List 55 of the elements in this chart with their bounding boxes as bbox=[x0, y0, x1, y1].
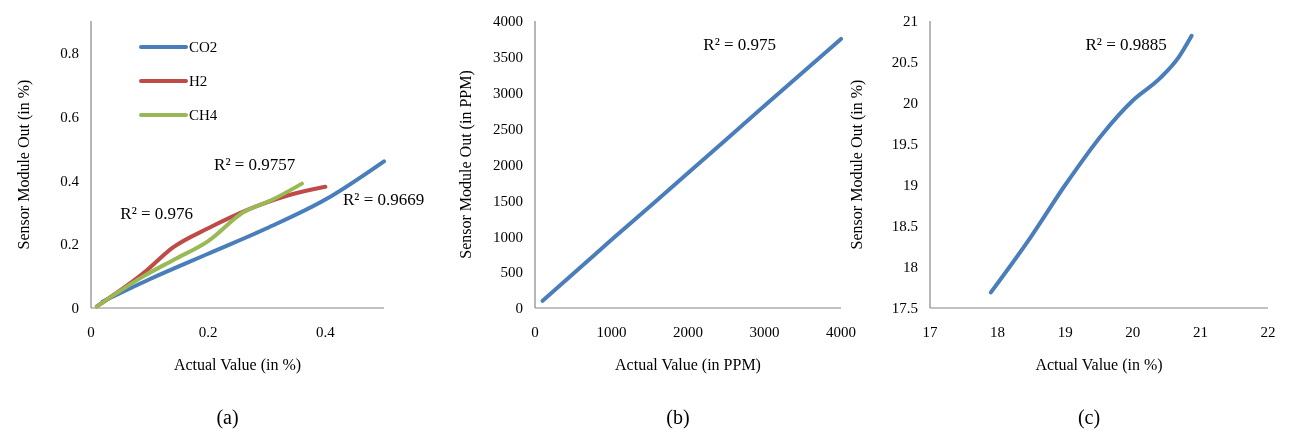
y-tick-label: 0 bbox=[71, 300, 79, 317]
x-tick-label: 22 bbox=[1260, 324, 1276, 340]
y-tick-label: 0.2 bbox=[60, 236, 79, 253]
annotation: R² = 0.9669 bbox=[342, 189, 425, 209]
y-tick-label: 0 bbox=[515, 300, 523, 317]
y-tick-label: 2000 bbox=[493, 156, 523, 173]
y-tick-label: 3500 bbox=[493, 49, 523, 66]
y-tick-label: 19.5 bbox=[891, 136, 918, 153]
y-tick-label: 17.5 bbox=[891, 300, 918, 317]
y-tick-label: 20 bbox=[903, 95, 918, 112]
y-tick-label: 0.8 bbox=[60, 45, 79, 62]
x-tick-label: 1000 bbox=[596, 324, 627, 340]
x-axis-title: Actual Value (in %) bbox=[173, 356, 302, 374]
x-tick-label: 21 bbox=[1192, 324, 1208, 340]
y-tick-label: 1500 bbox=[493, 192, 523, 209]
x-tick-label: 3000 bbox=[749, 324, 780, 340]
x-tick-label: 18 bbox=[990, 324, 1006, 340]
y-tick-label: 0.4 bbox=[60, 172, 80, 189]
legend-label: CH4 bbox=[189, 107, 218, 124]
x-tick-label: 19 bbox=[1057, 324, 1073, 340]
y-tick-label: 500 bbox=[500, 264, 523, 281]
x-axis-title: Actual Value (in %) bbox=[1035, 356, 1163, 374]
text: (b) bbox=[666, 406, 690, 429]
y-axis-title: Sensor Module Out (in %) bbox=[15, 79, 33, 250]
y-tick-label: 1000 bbox=[493, 228, 523, 245]
annotation: R² = 0.976 bbox=[120, 204, 194, 224]
x-tick-label: 0 bbox=[87, 324, 95, 340]
x-tick-label: 2000 bbox=[673, 324, 703, 340]
text: (c) bbox=[1077, 406, 1101, 429]
x-tick-label: 17 bbox=[922, 324, 938, 340]
line-series bbox=[540, 36, 843, 303]
y-tick-label: 0.6 bbox=[60, 108, 80, 125]
x-tick-label: 20 bbox=[1125, 324, 1141, 340]
y-axis-title: Sensor Module Out (in PPM) bbox=[457, 70, 475, 259]
x-axis-title: Actual Value (in PPM) bbox=[615, 356, 761, 374]
y-tick-label: 21 bbox=[903, 13, 918, 30]
y-tick-label: 4000 bbox=[493, 13, 523, 30]
annotation: R² = 0.9885 bbox=[1085, 34, 1167, 54]
y-tick-label: 19 bbox=[903, 177, 918, 194]
y-tick-label: 18.5 bbox=[891, 218, 918, 235]
legend-label: CO2 bbox=[189, 39, 218, 56]
x-tick-label: 0.4 bbox=[316, 324, 336, 340]
annotation: R² = 0.975 bbox=[703, 34, 777, 54]
legend-label: H2 bbox=[189, 73, 208, 90]
y-tick-label: 20.5 bbox=[891, 54, 918, 71]
y-axis-title: Sensor Module Out (in %) bbox=[848, 79, 866, 250]
x-tick-label: 4000 bbox=[826, 324, 856, 340]
line-series bbox=[988, 33, 1194, 295]
text: (a) bbox=[216, 406, 239, 429]
y-tick-label: 3000 bbox=[493, 85, 523, 101]
annotation: R² = 0.9757 bbox=[214, 155, 296, 175]
x-tick-label: 0.2 bbox=[198, 324, 218, 340]
y-tick-label: 2500 bbox=[493, 120, 523, 137]
y-tick-label: 18 bbox=[903, 259, 918, 276]
x-tick-label: 0 bbox=[531, 324, 539, 340]
